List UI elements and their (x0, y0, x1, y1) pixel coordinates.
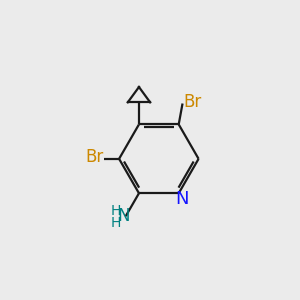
Text: Br: Br (183, 93, 201, 111)
Text: H: H (110, 204, 121, 218)
Text: N: N (175, 190, 188, 208)
Text: H: H (110, 216, 121, 230)
Text: Br: Br (85, 148, 103, 166)
Text: N: N (117, 207, 130, 225)
